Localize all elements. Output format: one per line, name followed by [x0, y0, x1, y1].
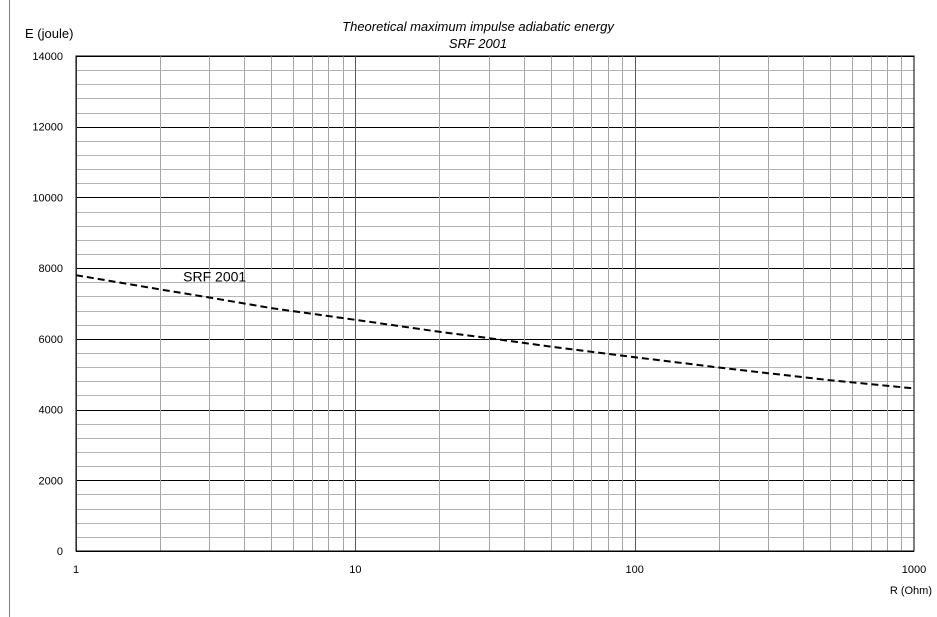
y-tick-label: 0 [57, 546, 63, 558]
chart-subtitle: SRF 2001 [449, 36, 507, 51]
x-tick-label: 1000 [902, 564, 926, 576]
series-line [75, 274, 915, 390]
y-axis-label: E (joule) [25, 26, 73, 41]
series-label: SRF 2001 [183, 268, 246, 284]
y-tick-label: 10000 [32, 192, 63, 204]
x-axis-ticks: 1 10 100 1000 [73, 564, 926, 576]
y-tick-label: 8000 [39, 263, 63, 275]
y-tick-label: 2000 [39, 475, 63, 487]
y-axis-ticks: 0 2000 4000 6000 8000 10000 12000 14000 [32, 51, 63, 558]
y-tick-label: 14000 [32, 51, 63, 63]
plot-area [75, 55, 915, 552]
grid [76, 56, 914, 552]
x-axis-label: R (Ohm) [890, 585, 932, 597]
y-tick-label: 6000 [39, 334, 63, 346]
chart-frame [9, 0, 937, 617]
y-tick-label: 4000 [39, 405, 63, 417]
x-tick-label: 1 [73, 564, 79, 576]
chart-title: Theoretical maximum impulse adiabatic en… [342, 19, 615, 34]
series-layer: SRF 2001 [75, 268, 915, 390]
x-tick-label: 10 [349, 564, 361, 576]
y-tick-label: 12000 [32, 122, 63, 134]
x-tick-label: 100 [625, 564, 643, 576]
